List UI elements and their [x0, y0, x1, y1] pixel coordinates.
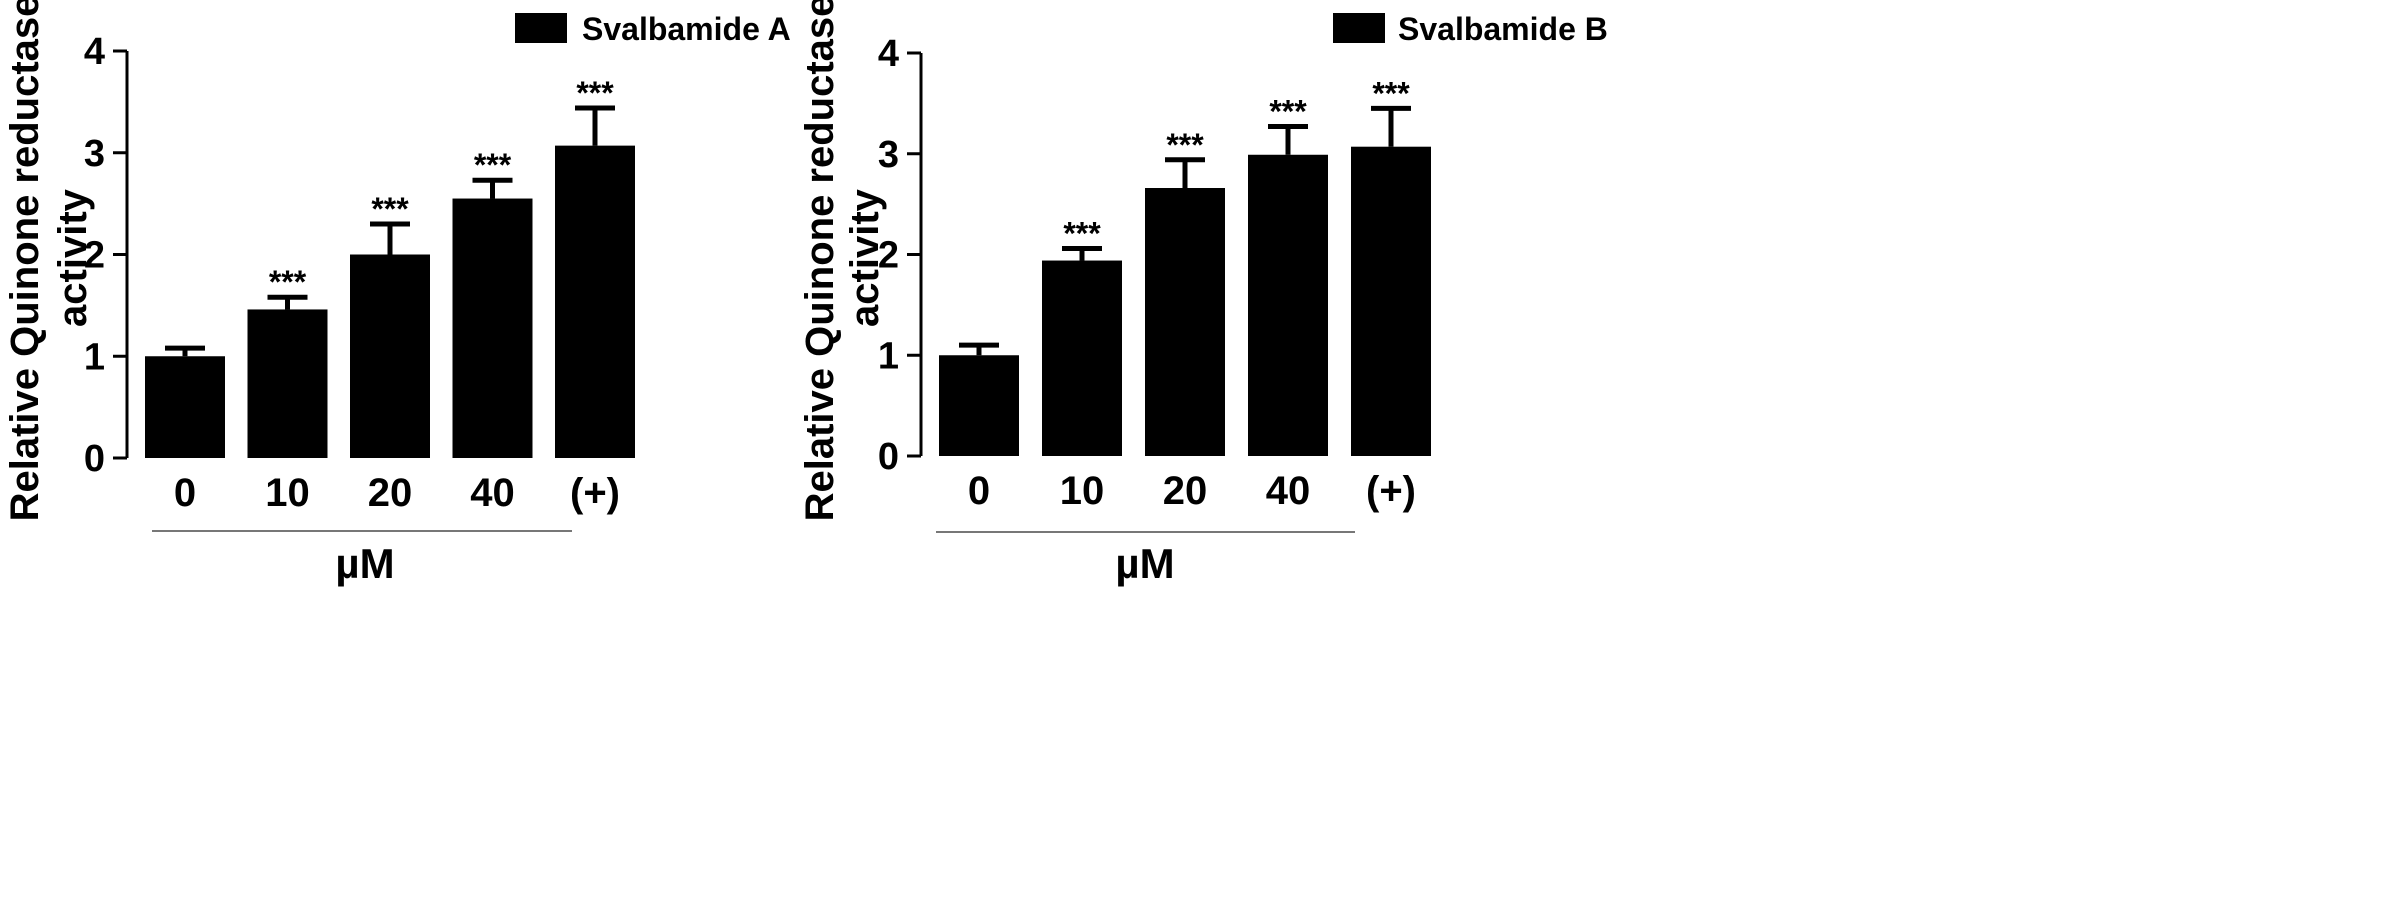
y-tick-label: 2	[878, 235, 899, 277]
bar	[1145, 188, 1225, 456]
significance-marker: ***	[576, 75, 614, 111]
legend-swatch	[515, 13, 567, 43]
bar	[939, 355, 1019, 456]
y-tick-label: 1	[878, 335, 899, 377]
category-label: 0	[174, 471, 196, 515]
bar	[145, 356, 225, 458]
y-tick-label: 3	[84, 133, 105, 175]
y-tick-label: 1	[84, 336, 105, 378]
category-label: 10	[265, 471, 310, 515]
category-label: 40	[470, 471, 515, 515]
legend-label: Svalbamide A	[582, 11, 791, 47]
y-axis-label: Relative Quinone reductase	[798, 0, 842, 521]
bar	[1351, 146, 1431, 456]
y-tick-label: 0	[84, 438, 105, 480]
bar	[247, 309, 328, 458]
x-axis-label: µM	[1115, 540, 1174, 587]
bar	[350, 254, 430, 458]
bar	[555, 145, 635, 458]
significance-marker: ***	[269, 264, 307, 300]
category-label: 0	[968, 469, 990, 513]
x-axis-label: µM	[335, 540, 394, 587]
category-label: 40	[1266, 469, 1311, 513]
significance-marker: ***	[1372, 75, 1410, 111]
y-axis-label: activity	[843, 188, 887, 327]
y-axis-label: activity	[51, 188, 95, 327]
category-label: 20	[1163, 469, 1208, 513]
y-tick-label: 4	[84, 31, 105, 73]
y-tick-label: 3	[878, 134, 899, 176]
y-tick-label: 2	[84, 235, 105, 277]
legend-label: Svalbamide B	[1398, 11, 1608, 47]
legend-swatch	[1333, 13, 1385, 43]
panel-a: Svalbamide A012340***10***20***40***(+)µ…	[3, 0, 791, 587]
significance-marker: ***	[1166, 127, 1204, 163]
y-axis-label: Relative Quinone reductase	[3, 0, 47, 521]
bar	[1248, 154, 1328, 456]
bar	[1042, 260, 1122, 456]
y-tick-label: 4	[878, 33, 899, 75]
significance-marker: ***	[474, 147, 512, 183]
category-label: (+)	[1366, 469, 1416, 513]
category-label: 10	[1060, 469, 1105, 513]
significance-marker: ***	[371, 191, 409, 227]
significance-marker: ***	[1269, 94, 1307, 130]
significance-marker: ***	[1063, 215, 1101, 251]
bar	[452, 198, 533, 458]
category-label: (+)	[570, 471, 620, 515]
panel-b: Svalbamide B012340***10***20***40***(+)µ…	[798, 0, 1608, 587]
category-label: 20	[368, 471, 413, 515]
y-tick-label: 0	[878, 436, 899, 478]
